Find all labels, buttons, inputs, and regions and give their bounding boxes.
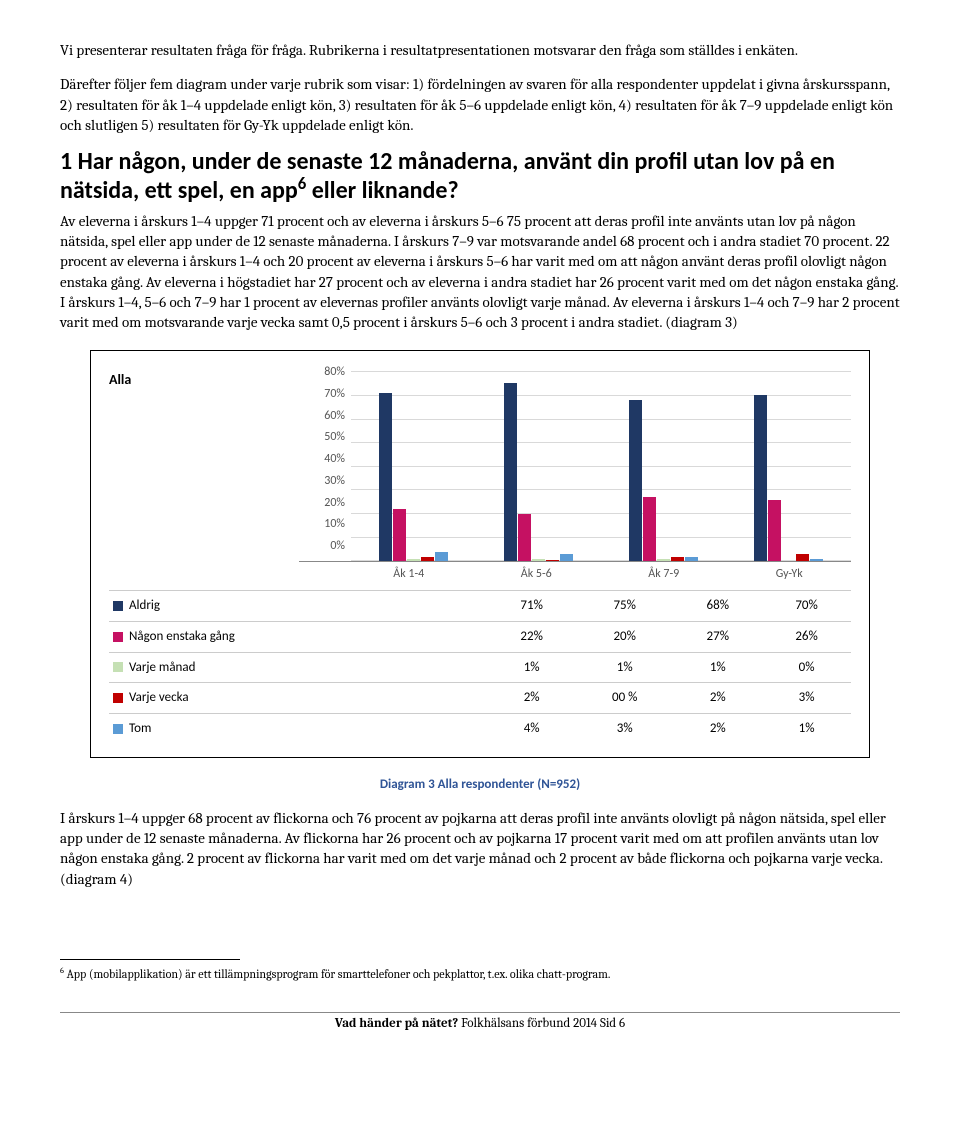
section-heading: 1 Har någon, under de senaste 12 månader… [60, 149, 900, 205]
chart-container: Alla 80%70%60%50%40%30%20%10%0% Åk 1-4Åk… [90, 350, 870, 758]
intro-paragraph-2: Därefter följer fem diagram under varje … [60, 74, 900, 135]
body-paragraph-1: Av eleverna i årskurs 1–4 uppger 71 proc… [60, 211, 900, 333]
page-footer: Vad händer på nätet? Folkhälsans förbund… [60, 1012, 900, 1033]
intro-paragraph-1: Vi presenterar resultaten fråga för fråg… [60, 40, 900, 60]
footnote-separator [60, 959, 240, 960]
bar-chart: 80%70%60%50%40%30%20%10%0% [299, 371, 851, 562]
legend-data-table: Aldrig71%75%68%70%Någon enstaka gång22%2… [109, 590, 851, 743]
chart-caption: Diagram 3 Alla respondenter (N=952) [60, 776, 900, 794]
chart-title: Alla [109, 371, 299, 390]
body-paragraph-2: I årskurs 1–4 uppger 68 procent av flick… [60, 808, 900, 889]
footnote: 6 App (mobilapplikation) är ett tillämpn… [60, 966, 900, 982]
